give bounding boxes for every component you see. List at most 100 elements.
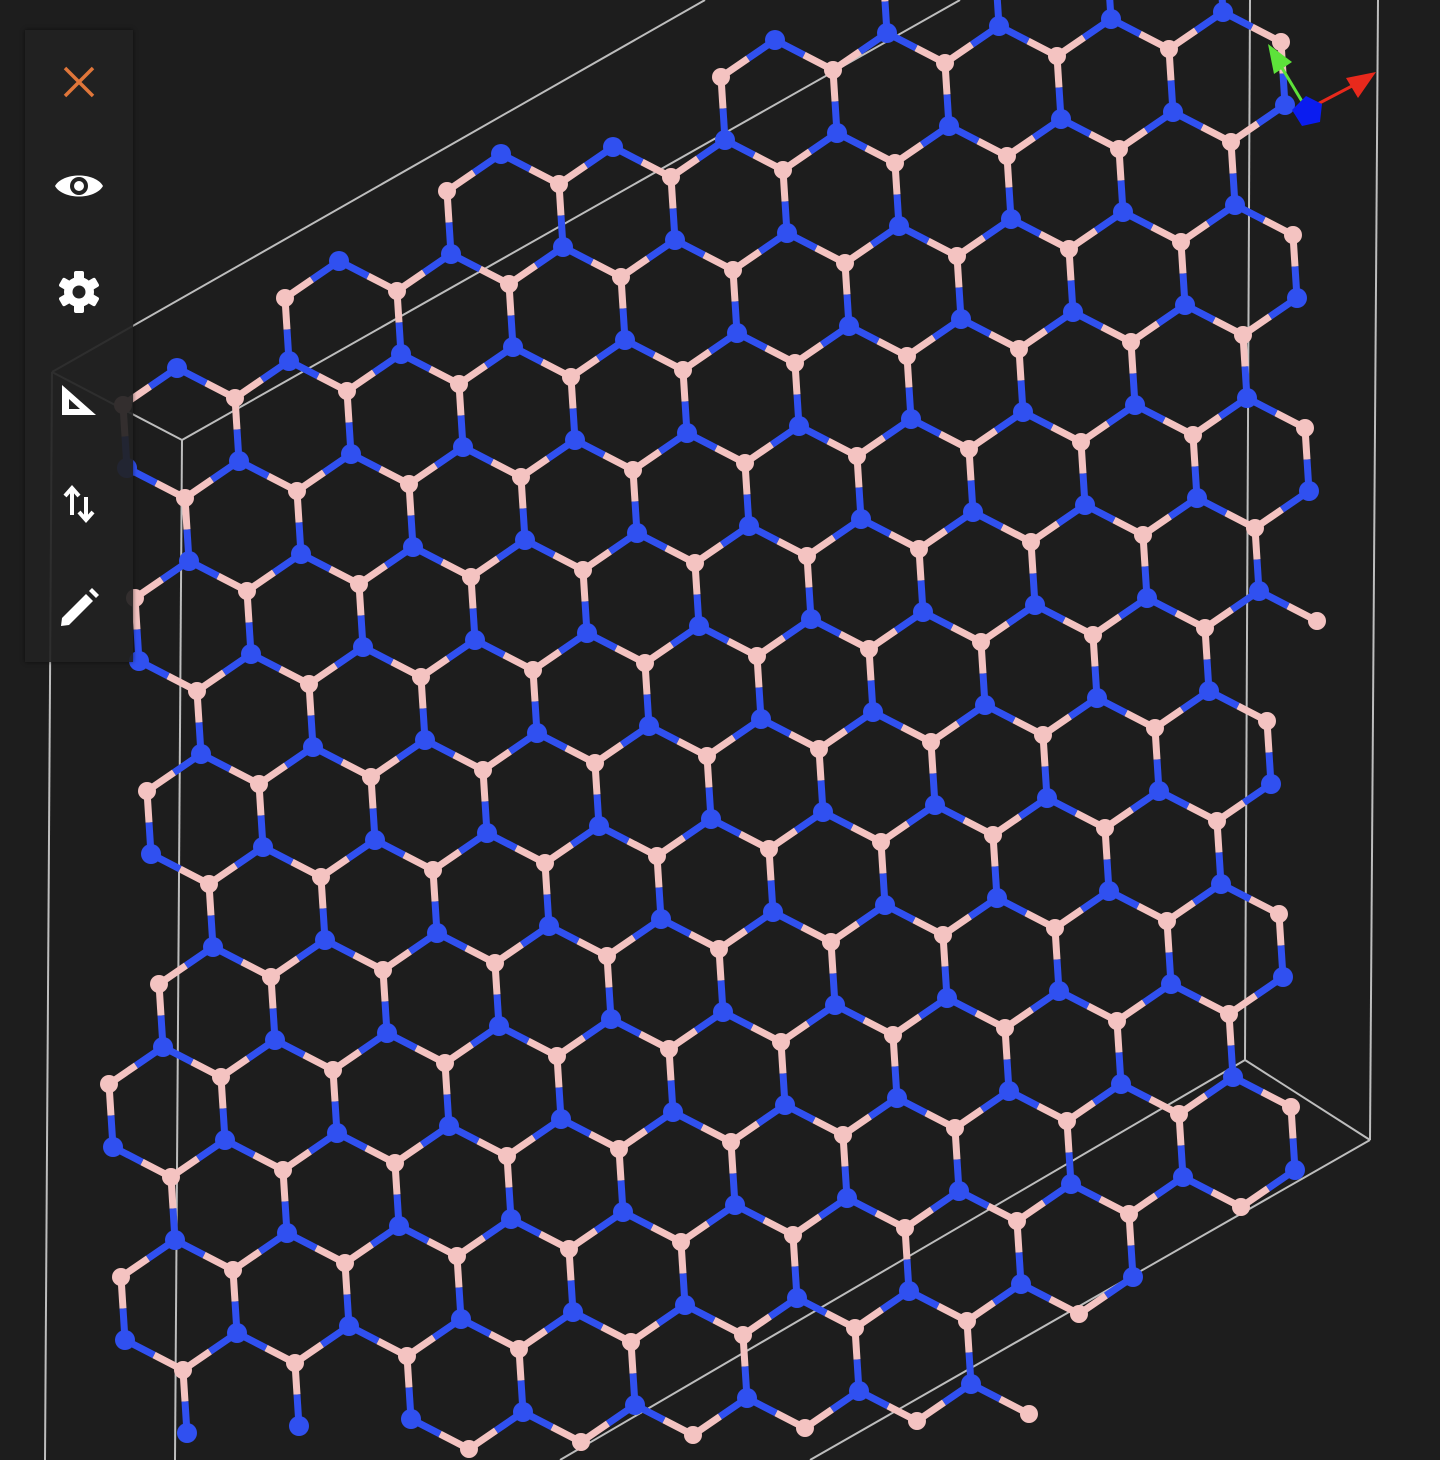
boron-atom[interactable] <box>176 489 194 507</box>
boron-atom[interactable] <box>1296 419 1314 437</box>
nitrogen-atom[interactable] <box>1101 9 1121 29</box>
nitrogen-atom[interactable] <box>315 930 335 950</box>
nitrogen-atom[interactable] <box>663 1102 683 1122</box>
nitrogen-atom[interactable] <box>999 1081 1019 1101</box>
boron-atom[interactable] <box>1046 919 1064 937</box>
boron-atom[interactable] <box>1120 1205 1138 1223</box>
nitrogen-atom[interactable] <box>913 602 933 622</box>
boron-atom[interactable] <box>1282 1098 1300 1116</box>
visibility-button[interactable] <box>49 156 109 216</box>
boron-atom[interactable] <box>984 826 1002 844</box>
nitrogen-atom[interactable] <box>129 651 149 671</box>
boron-atom[interactable] <box>712 68 730 86</box>
nitrogen-atom[interactable] <box>1213 2 1233 22</box>
boron-atom[interactable] <box>586 754 604 772</box>
nitrogen-atom[interactable] <box>279 351 299 371</box>
nitrogen-atom[interactable] <box>989 16 1009 36</box>
boron-atom[interactable] <box>1172 233 1190 251</box>
boron-atom[interactable] <box>112 1268 130 1286</box>
boron-atom[interactable] <box>948 247 966 265</box>
nitrogen-atom[interactable] <box>1237 388 1257 408</box>
boron-atom[interactable] <box>460 1440 478 1458</box>
boron-atom[interactable] <box>562 368 580 386</box>
nitrogen-atom[interactable] <box>179 551 199 571</box>
nitrogen-atom[interactable] <box>539 916 559 936</box>
boron-atom[interactable] <box>724 261 742 279</box>
boron-atom[interactable] <box>486 954 504 972</box>
boron-atom[interactable] <box>1246 519 1264 537</box>
boron-atom[interactable] <box>400 475 418 493</box>
boron-atom[interactable] <box>998 147 1016 165</box>
nitrogen-atom[interactable] <box>501 1209 521 1229</box>
nitrogen-atom[interactable] <box>863 702 883 722</box>
nitrogen-atom[interactable] <box>739 516 759 536</box>
boron-atom[interactable] <box>276 289 294 307</box>
boron-atom[interactable] <box>212 1068 230 1086</box>
nitrogen-atom[interactable] <box>1025 595 1045 615</box>
boron-atom[interactable] <box>1220 1005 1238 1023</box>
nitrogen-atom[interactable] <box>627 523 647 543</box>
boron-atom[interactable] <box>624 461 642 479</box>
nitrogen-atom[interactable] <box>1137 588 1157 608</box>
boron-atom[interactable] <box>1058 1112 1076 1130</box>
nitrogen-atom[interactable] <box>1049 981 1069 1001</box>
edit-button[interactable] <box>49 578 109 638</box>
boron-atom[interactable] <box>1196 619 1214 637</box>
boron-atom[interactable] <box>1258 712 1276 730</box>
nitrogen-atom[interactable] <box>291 544 311 564</box>
boron-atom[interactable] <box>1008 1212 1026 1230</box>
boron-atom[interactable] <box>736 454 754 472</box>
boron-atom[interactable] <box>1284 226 1302 244</box>
boron-atom[interactable] <box>760 840 778 858</box>
boron-atom[interactable] <box>1170 1105 1188 1123</box>
nitrogen-atom[interactable] <box>229 451 249 471</box>
nitrogen-atom[interactable] <box>1299 481 1319 501</box>
nitrogen-atom[interactable] <box>837 1188 857 1208</box>
nitrogen-atom[interactable] <box>813 802 833 822</box>
nitrogen-atom[interactable] <box>415 730 435 750</box>
boron-atom[interactable] <box>574 561 592 579</box>
boron-atom[interactable] <box>1208 812 1226 830</box>
nitrogen-atom[interactable] <box>365 830 385 850</box>
nitrogen-atom[interactable] <box>1063 302 1083 322</box>
boron-atom[interactable] <box>1110 140 1128 158</box>
nitrogen-atom[interactable] <box>975 695 995 715</box>
close-button[interactable] <box>49 52 109 112</box>
boron-atom[interactable] <box>450 375 468 393</box>
boron-atom[interactable] <box>288 482 306 500</box>
nitrogen-atom[interactable] <box>701 809 721 829</box>
boron-atom[interactable] <box>1232 1198 1250 1216</box>
boron-atom[interactable] <box>822 933 840 951</box>
nitrogen-atom[interactable] <box>825 995 845 1015</box>
nitrogen-atom[interactable] <box>713 1002 733 1022</box>
nitrogen-atom[interactable] <box>601 1009 621 1029</box>
nitrogen-atom[interactable] <box>1051 109 1071 129</box>
boron-atom[interactable] <box>1184 426 1202 444</box>
measure-button[interactable] <box>49 370 109 430</box>
nitrogen-atom[interactable] <box>589 816 609 836</box>
boron-atom[interactable] <box>300 675 318 693</box>
boron-atom[interactable] <box>684 1426 702 1444</box>
nitrogen-atom[interactable] <box>403 537 423 557</box>
boron-atom[interactable] <box>224 1261 242 1279</box>
boron-atom[interactable] <box>860 640 878 658</box>
boron-atom[interactable] <box>1134 526 1152 544</box>
boron-atom[interactable] <box>374 961 392 979</box>
nitrogen-atom[interactable] <box>665 230 685 250</box>
boron-atom[interactable] <box>262 968 280 986</box>
nitrogen-atom[interactable] <box>961 1374 981 1394</box>
nitrogen-atom[interactable] <box>477 823 497 843</box>
nitrogen-atom[interactable] <box>253 837 273 857</box>
boron-atom[interactable] <box>1034 726 1052 744</box>
nitrogen-atom[interactable] <box>1037 788 1057 808</box>
boron-atom[interactable] <box>226 389 244 407</box>
boron-atom[interactable] <box>1308 612 1326 630</box>
nitrogen-atom[interactable] <box>153 1037 173 1057</box>
boron-atom[interactable] <box>424 861 442 879</box>
nitrogen-atom[interactable] <box>191 744 211 764</box>
nitrogen-atom[interactable] <box>341 444 361 464</box>
nitrogen-atom[interactable] <box>427 923 447 943</box>
nitrogen-atom[interactable] <box>1061 1174 1081 1194</box>
nitrogen-atom[interactable] <box>937 988 957 1008</box>
nitrogen-atom[interactable] <box>1275 95 1295 115</box>
